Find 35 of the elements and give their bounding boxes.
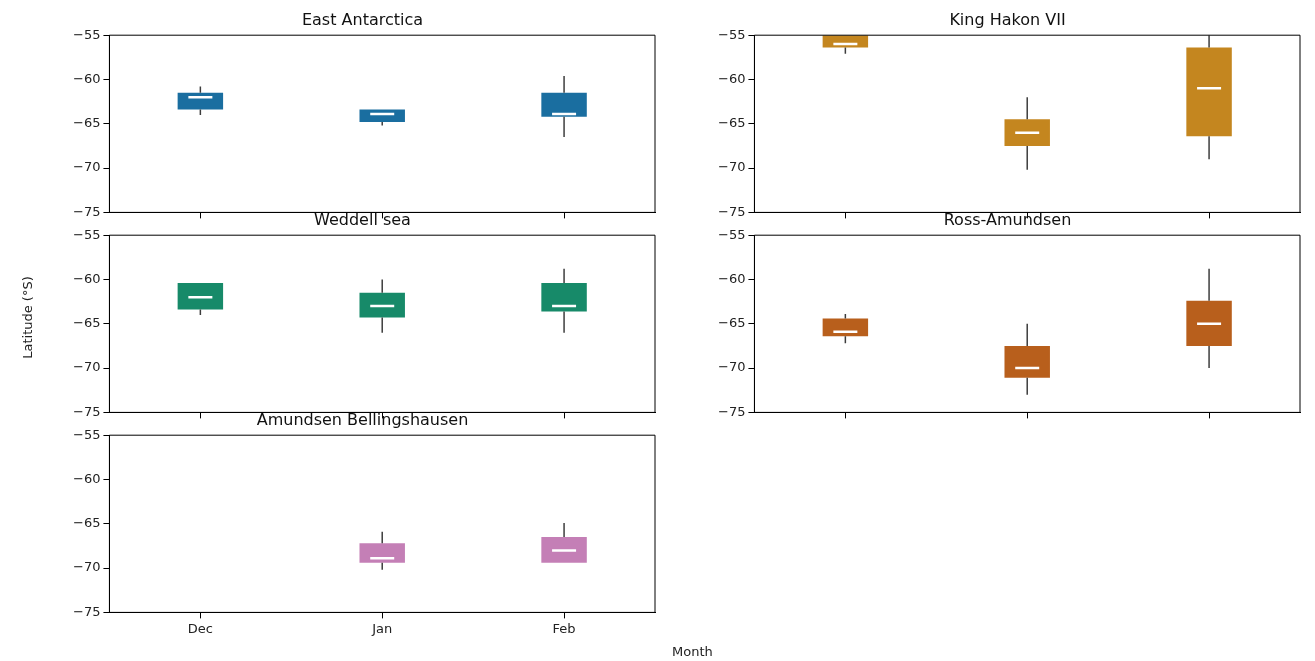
y-tick-label: −60 (718, 270, 746, 286)
y-tick-label: −70 (718, 159, 746, 175)
y-tick-label: −75 (73, 403, 101, 419)
x-axis-title: Month (672, 644, 713, 659)
y-tick-label: −55 (718, 26, 746, 42)
y-tick-label: −70 (718, 359, 746, 375)
y-tick-label: −65 (73, 515, 101, 531)
y-tick-label: −65 (718, 315, 746, 331)
y-axis-title: Latitude (°S) (19, 275, 35, 361)
y-tick-label: −75 (718, 403, 746, 419)
y-tick-label: −70 (73, 159, 101, 175)
y-tick-label: −55 (718, 226, 746, 242)
y-tick-label: −65 (73, 115, 101, 131)
chart-title: Ross-Amundsen (943, 209, 1072, 229)
x-tick-label: Jan (371, 620, 393, 636)
chart-title: Weddell sea (314, 209, 411, 229)
y-tick-label: −55 (73, 426, 101, 442)
y-tick-label: −75 (73, 603, 101, 619)
x-tick-label: Feb (552, 620, 576, 636)
chart-title: East Antarctica (301, 9, 424, 29)
y-tick-label: −60 (73, 470, 101, 486)
y-tick-label: −55 (73, 26, 101, 42)
y-tick-label: −60 (73, 70, 101, 86)
chart-title: King Hakon VII (949, 9, 1066, 29)
chart-title: Amundsen Bellingshausen (256, 409, 469, 429)
y-tick-label: −75 (718, 203, 746, 219)
y-tick-label: −65 (73, 315, 101, 331)
y-tick-label: −70 (73, 559, 101, 575)
y-tick-label: −75 (73, 203, 101, 219)
y-tick-label: −55 (73, 226, 101, 242)
x-tick-label: Dec (187, 620, 213, 636)
y-tick-label: −60 (718, 70, 746, 86)
y-tick-label: −65 (718, 115, 746, 131)
y-tick-label: −60 (73, 270, 101, 286)
y-tick-label: −70 (73, 359, 101, 375)
